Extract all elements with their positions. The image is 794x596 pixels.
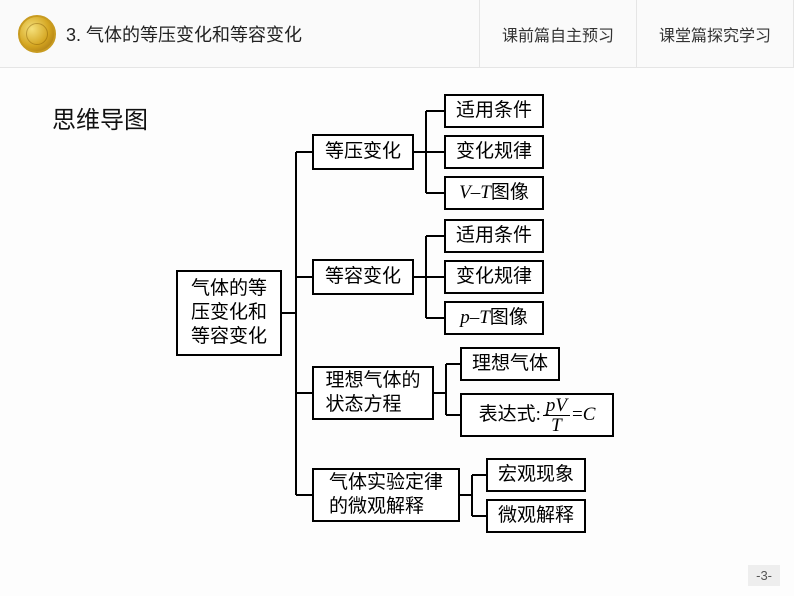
title-area: 3. 气体的等压变化和等容变化 [0,15,479,53]
tab-study[interactable]: 课堂篇探究学习 [636,0,794,68]
mindmap-diagram: 气体的等 压变化和 等容变化等压变化适用条件变化规律V–T图像等容变化适用条件变… [0,0,794,596]
mindmap-node: 适用条件 [444,219,544,253]
mindmap-node: 理想气体 [460,347,560,381]
mindmap-node: 等压变化 [312,134,414,170]
mindmap-node: 变化规律 [444,135,544,169]
mindmap-node: 理想气体的 状态方程 [312,366,434,420]
section-title: 思维导图 [52,100,148,135]
chapter-title: 3. 气体的等压变化和等容变化 [66,21,302,47]
page-number: -3- [748,565,780,586]
mindmap-node: 气体实验定律 的微观解释 [312,468,460,522]
mindmap-node: 表达式:pVT=C [460,393,614,437]
mindmap-node: 微观解释 [486,499,586,533]
mindmap-node: p–T图像 [444,301,544,335]
mindmap-node: 适用条件 [444,94,544,128]
header: 3. 气体的等压变化和等容变化 课前篇自主预习 课堂篇探究学习 [0,0,794,68]
mindmap-node: V–T图像 [444,176,544,210]
logo-icon [18,15,56,53]
mindmap-node: 变化规律 [444,260,544,294]
connector-lines [0,0,794,596]
mindmap-node: 宏观现象 [486,458,586,492]
mindmap-node: 等容变化 [312,259,414,295]
mindmap-node: 气体的等 压变化和 等容变化 [176,270,282,356]
tab-preview[interactable]: 课前篇自主预习 [479,0,636,68]
